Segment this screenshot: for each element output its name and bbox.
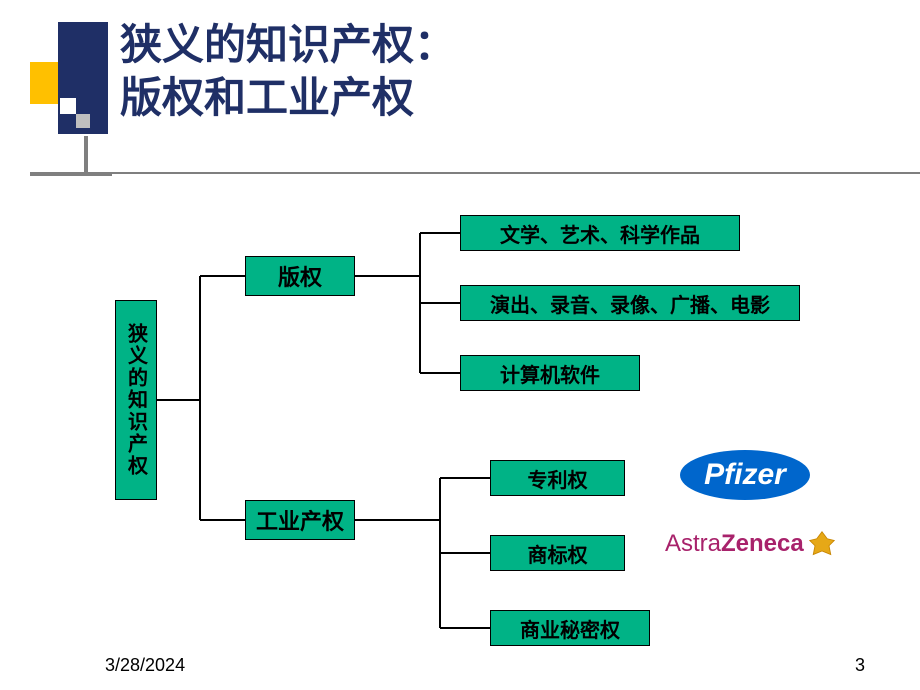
connector-line [440,627,490,629]
connector-line [355,519,440,521]
astrazeneca-suffix: Zeneca [721,530,804,558]
pfizer-logo-text: Pfizer [704,458,786,492]
deco-hline-short [30,172,112,176]
deco-gray-square [76,114,90,128]
node-root: 狭义的知识产权 [115,300,157,500]
node-industrial-child-2: 商业秘密权 [490,610,650,646]
node-industrial-child-1: 商标权 [490,535,625,571]
node-industrial: 工业产权 [245,500,355,540]
node-copyright: 版权 [245,256,355,296]
node-copyright-child-0: 文学、艺术、科学作品 [460,215,740,251]
slide-title-line2: 版权和工业产权 [120,75,414,123]
connector-line [157,399,200,401]
slide-title-line1: 狭义的知识产权： [120,22,456,70]
connector-line [355,275,420,277]
connector-line [199,276,201,520]
pfizer-logo: Pfizer [680,450,810,500]
node-copyright-child-1: 演出、录音、录像、广播、电影 [460,285,800,321]
node-copyright-child-2: 计算机软件 [460,355,640,391]
connector-line [200,275,245,277]
deco-vline [84,136,88,176]
connector-line [420,302,460,304]
deco-hline-long [112,172,920,174]
connector-line [420,372,460,374]
connector-line [420,232,460,234]
connector-line [440,552,490,554]
connector-line [440,477,490,479]
footer-page-number: 3 [855,655,865,676]
connector-line [200,519,245,521]
deco-white-square [60,98,76,114]
footer-date: 3/28/2024 [105,655,185,676]
node-industrial-child-0: 专利权 [490,460,625,496]
astrazeneca-prefix: Astra [665,530,721,558]
astrazeneca-logo: AstraZeneca [665,530,836,558]
astrazeneca-icon [808,530,836,558]
